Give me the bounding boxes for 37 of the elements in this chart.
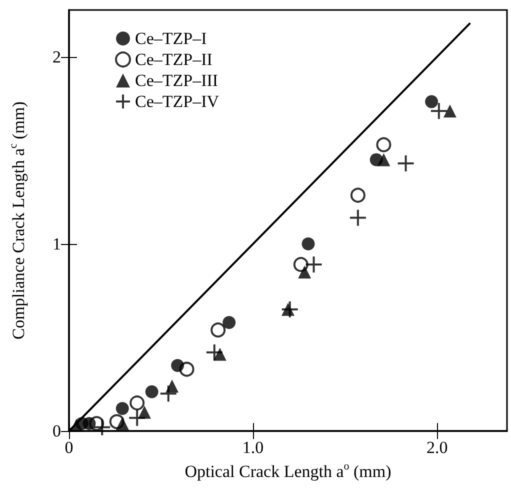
point: [298, 265, 312, 278]
y-axis-title: Compliance Crack Length ac (mm): [8, 101, 28, 340]
point: [377, 153, 390, 166]
legend-label: Ce–TZP–I: [135, 29, 208, 48]
x-tick-label: 0: [64, 438, 74, 457]
point: [93, 418, 112, 436]
point: [304, 255, 323, 274]
point: [179, 362, 194, 377]
point: [222, 316, 236, 329]
point: [280, 300, 299, 318]
point: [443, 104, 456, 118]
point: [302, 237, 315, 250]
point: [89, 416, 104, 432]
point: [159, 384, 178, 403]
point: [205, 343, 224, 362]
point: [109, 414, 124, 430]
y-tick-label: 2: [52, 47, 61, 66]
point: [348, 208, 367, 227]
y-tick-label: 0: [52, 422, 61, 440]
point: [425, 95, 438, 108]
legend-label: Ce–TZP–II: [135, 50, 213, 69]
point: [210, 322, 226, 338]
y-tick-label: 1: [52, 234, 61, 254]
point: [376, 137, 392, 152]
point: [430, 102, 448, 120]
point: [128, 408, 146, 427]
point: [396, 154, 415, 172]
point: [130, 395, 145, 410]
x-tick-label: 2.0: [426, 438, 448, 457]
legend-label: Ce–TZP–IV: [135, 92, 220, 111]
point: [116, 402, 129, 416]
x-tick-label: 1.0: [242, 438, 264, 457]
legend-label: Ce–TZP–III: [135, 71, 218, 90]
point: [293, 256, 308, 272]
point: [145, 385, 158, 398]
point: [116, 417, 129, 430]
point: [350, 188, 366, 203]
